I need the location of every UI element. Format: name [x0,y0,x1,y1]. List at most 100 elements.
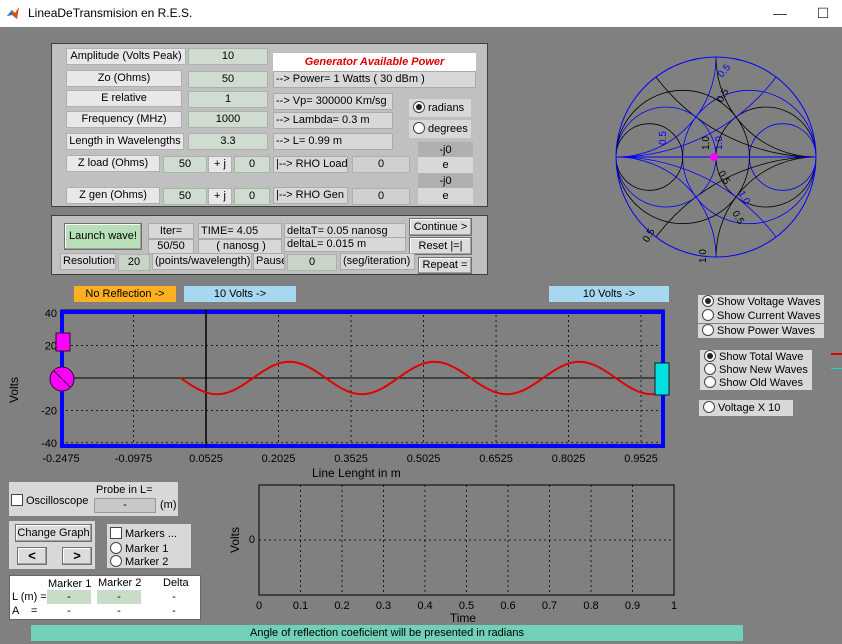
pause-label: Pause [253,253,285,270]
marker1-option[interactable]: Marker 1 [110,542,168,555]
maximize-button[interactable]: ☐ [816,5,830,21]
radio-icon [702,309,714,321]
right-volts-indicator: 10 Volts -> [549,286,669,302]
length-input[interactable]: 3.3 [188,133,268,150]
iter-label: Iter= [148,223,194,239]
time-unit: ( nanosg ) [198,239,282,254]
window-title: LineaDeTransmision en R.E.S. [28,6,193,20]
next-graph-button[interactable]: > [62,547,92,565]
y-tick-label: 40 [45,308,57,320]
radio-icon [110,542,122,554]
oscilloscope-label: Oscilloscope [26,495,89,507]
marker2-a-value: - [117,605,121,617]
x-axis-label: Line Lenght in m [312,466,401,480]
left-volts-indicator: 10 Volts -> [184,286,296,302]
amplitude-input[interactable]: 10 [188,48,268,65]
show-voltage-option[interactable]: Show Voltage Waves [698,295,824,309]
probe-x-tick-label: 0.6 [500,600,515,612]
time-readout: TIME= 4.05 [198,223,282,239]
x-tick-label: 0.0525 [189,453,223,465]
show-power-option[interactable]: Show Power Waves [698,324,824,338]
minimize-button[interactable]: — [773,5,787,21]
probe-x-tick-label: 0.8 [583,600,598,612]
change-graph-button[interactable]: Change Graph [15,524,92,542]
smith-label: 1.0 [698,249,709,263]
line-plot: 40200-20-40 -0.2475-0.09750.05250.20250.… [7,308,670,480]
total-wave-swatch [831,353,842,355]
y-axis-label: Volts [7,377,21,403]
zgen-label: Z gen (Ohms) [66,187,160,204]
status-bar: Angle of reflection coeficient will be p… [31,625,743,641]
amplitude-label: Amplitude (Volts Peak) [66,48,186,65]
marker-table-row1-label: L (m) = [12,591,47,603]
smith-label: 0.5 [729,209,746,227]
radians-option[interactable]: radians [409,99,471,117]
resolution-label: Resolution [60,253,116,270]
radio-icon [703,401,715,413]
y-tick-label: -20 [41,405,57,417]
oscilloscope-checkbox[interactable]: Oscilloscope [11,494,88,507]
zo-input[interactable]: 50 [188,71,268,88]
zload-real-input[interactable]: 50 [163,156,207,173]
l-readout: --> L= 0.99 m [273,133,393,150]
show-old-option[interactable]: Show Old Waves [700,376,812,390]
show-current-option[interactable]: Show Current Waves [698,309,824,323]
probe-label: Probe in L= [96,484,153,496]
radians-label: radians [428,102,465,114]
launch-wave-button[interactable]: Launch wave! [64,223,142,250]
probe-y-tick: 0 [249,534,255,546]
probe-unit: (m) [160,499,177,511]
zo-label: Zo (Ohms) [66,70,182,87]
checkbox-icon [110,527,122,539]
radio-icon [702,324,714,336]
probe-x-tick-label: 0.5 [459,600,474,612]
continue-button[interactable]: Continue > [409,218,472,236]
probe-input[interactable]: - [94,498,156,513]
delta-l-readout: deltaL= 0.015 m [284,237,406,252]
x-tick-label: 0.2025 [262,453,296,465]
x-tick-label: 0.6525 [479,453,513,465]
rho-load-value: 0 [352,156,410,173]
marker-table-h3: Delta [163,577,189,589]
show-current-label: Show Current Waves [717,310,821,322]
delta-a-value: - [172,605,176,617]
probe-x-tick-label: 1 [671,600,677,612]
zload-imag-input[interactable]: 0 [234,156,270,173]
load-icon [654,362,670,396]
rho-gen-label: |--> RHO Gen = [273,187,348,204]
radio-icon [704,350,716,362]
show-total-option[interactable]: Show Total Wave [700,350,812,364]
degrees-label: degrees [428,123,468,135]
smith-point [710,153,718,161]
smith-chart: 0.5 1.0 0.5 0.5 1.0 0.5 1.0 0.5 1.0 0.5 [615,56,817,263]
repeat-button[interactable]: Repeat = [418,257,472,274]
zload-label: Z load (Ohms) [66,155,160,172]
e-relative-input[interactable]: 1 [188,91,268,108]
marker1-l-value: - [47,590,91,604]
new-wave-swatch [831,368,842,369]
zgen-real-input[interactable]: 50 [163,188,207,205]
voltage-x10-option[interactable]: Voltage X 10 [699,400,793,416]
pause-input[interactable]: 0 [287,254,337,271]
probe-x-tick-label: 0 [256,600,262,612]
rho-gen-e: e [418,188,473,204]
x-tick-label: -0.2475 [42,453,79,465]
prev-graph-button[interactable]: < [17,547,47,565]
no-reflection-indicator: No Reflection -> [74,286,176,302]
probe-x-axis-label: Time [450,611,477,625]
y-tick-label: -40 [41,438,57,450]
frequency-input[interactable]: 1000 [188,111,268,128]
voltage-x10-label: Voltage X 10 [718,402,781,414]
voltage-wave [180,360,660,396]
show-new-option[interactable]: Show New Waves [700,363,812,377]
degrees-option[interactable]: degrees [409,120,471,138]
probe-x-tick-label: 0.1 [293,600,308,612]
resolution-input[interactable]: 20 [118,254,150,271]
iter-value: 50/50 [148,239,194,254]
marker2-option[interactable]: Marker 2 [110,555,168,568]
title-bar: LineaDeTransmision en R.E.S. — ☐ [0,0,842,27]
zgen-imag-input[interactable]: 0 [234,188,270,205]
markers-checkbox[interactable]: Markers ... [110,527,177,540]
rho-load-e: e [418,157,473,173]
reset-button[interactable]: Reset |=| [409,237,472,255]
